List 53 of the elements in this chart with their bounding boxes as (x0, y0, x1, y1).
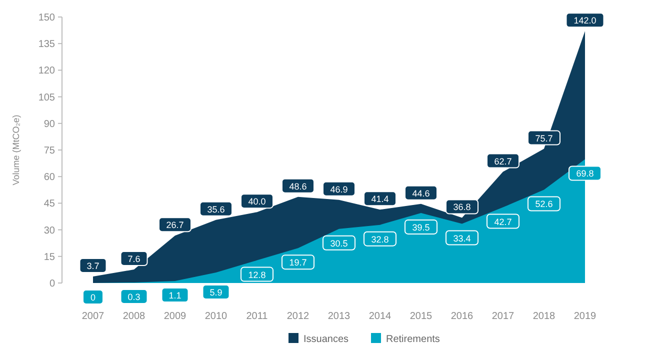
data-label: 48.6 (289, 181, 307, 192)
legend-label: Retirements (386, 334, 440, 345)
x-tick-label: 2011 (246, 311, 268, 322)
data-label: 0.3 (128, 292, 140, 302)
data-label: 69.8 (576, 168, 594, 179)
x-tick-label: 2019 (574, 311, 597, 322)
y-tick-label: 60 (44, 172, 56, 184)
data-label: 12.8 (248, 270, 266, 280)
data-label: 46.9 (330, 184, 348, 194)
x-tick-label: 2018 (532, 311, 556, 322)
y-tick-label: 45 (44, 198, 56, 210)
y-tick-label: 150 (38, 12, 56, 24)
y-axis-title: Volume (MtCO₂e) (11, 114, 21, 186)
data-label: 39.5 (412, 222, 430, 232)
data-label: 35.6 (207, 204, 225, 214)
x-tick-label: 2009 (164, 311, 187, 322)
x-tick-label: 2010 (204, 311, 228, 322)
data-label: 62.7 (494, 156, 512, 166)
data-label: 33.4 (453, 233, 471, 244)
y-tick-label: 30 (44, 225, 56, 236)
y-tick-label: 120 (38, 66, 56, 77)
data-label: 0 (90, 292, 96, 302)
y-tick-label: 105 (38, 92, 56, 104)
x-tick-label: 2014 (368, 311, 392, 322)
x-tick-label: 2015 (410, 311, 433, 322)
x-tick-label: 2016 (450, 311, 474, 322)
x-tick-label: 2017 (492, 311, 515, 322)
y-tick-label: 75 (44, 146, 56, 156)
data-label: 52.6 (535, 199, 553, 210)
data-label: 19.7 (289, 258, 307, 268)
data-label: 44.6 (412, 188, 430, 198)
data-label: 75.7 (535, 133, 553, 144)
y-tick-label: 135 (38, 39, 56, 50)
data-label: 40.0 (248, 196, 266, 207)
data-label: 32.8 (371, 234, 389, 244)
data-label: 142.0 (574, 16, 596, 26)
y-tick-label: 0 (49, 278, 56, 290)
data-label: 36.8 (453, 202, 471, 212)
data-label: 41.4 (371, 194, 389, 204)
x-tick-label: 2007 (82, 311, 105, 322)
data-label: 26.7 (166, 220, 184, 230)
x-tick-label: 2008 (122, 311, 146, 322)
x-tick-label: 2012 (286, 311, 310, 322)
data-label: 7.6 (128, 254, 140, 264)
data-label: 1.1 (168, 290, 182, 301)
legend-label: Issuances (304, 334, 349, 345)
data-label: 3.7 (86, 260, 100, 271)
data-label: 30.5 (330, 238, 348, 248)
y-tick-label: 90 (44, 118, 56, 130)
y-tick-label: 15 (44, 252, 56, 263)
data-label: 42.7 (494, 216, 512, 227)
x-tick-label: 2013 (328, 311, 351, 322)
data-label: 5.9 (210, 288, 222, 298)
